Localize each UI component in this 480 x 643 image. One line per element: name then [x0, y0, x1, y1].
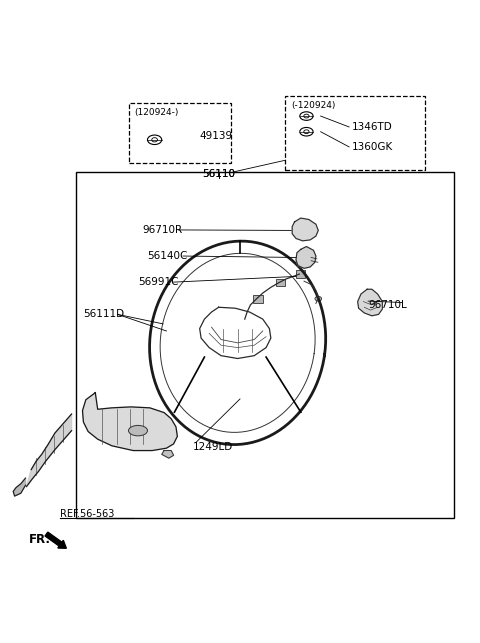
- Bar: [253, 295, 263, 302]
- Polygon shape: [26, 414, 72, 487]
- Text: 1346TD: 1346TD: [351, 122, 392, 132]
- Text: FR.: FR.: [29, 533, 51, 547]
- FancyArrow shape: [45, 532, 66, 548]
- Text: 56991C: 56991C: [138, 277, 179, 287]
- Bar: [129, 104, 230, 163]
- Text: 96710L: 96710L: [368, 300, 407, 310]
- Ellipse shape: [315, 296, 322, 301]
- Text: 56140C: 56140C: [147, 251, 188, 261]
- Text: (-120924): (-120924): [291, 101, 335, 110]
- Text: 56110: 56110: [202, 169, 235, 179]
- Polygon shape: [162, 451, 174, 458]
- Polygon shape: [296, 246, 316, 268]
- Bar: [76, 172, 454, 518]
- Text: REF.56-563: REF.56-563: [60, 509, 114, 519]
- Polygon shape: [13, 478, 25, 496]
- Text: 49139: 49139: [200, 131, 233, 141]
- Polygon shape: [292, 218, 318, 241]
- Ellipse shape: [129, 426, 147, 436]
- Text: 96710R: 96710R: [143, 225, 183, 235]
- Text: 56110: 56110: [202, 169, 235, 179]
- Polygon shape: [358, 289, 383, 316]
- Bar: [296, 270, 305, 278]
- Polygon shape: [83, 393, 178, 451]
- Bar: [276, 279, 285, 286]
- Text: (120924-): (120924-): [134, 108, 179, 117]
- Text: 56111D: 56111D: [84, 309, 124, 320]
- Text: 1249LD: 1249LD: [192, 442, 233, 452]
- Bar: [285, 96, 425, 170]
- Text: 1360GK: 1360GK: [351, 142, 393, 152]
